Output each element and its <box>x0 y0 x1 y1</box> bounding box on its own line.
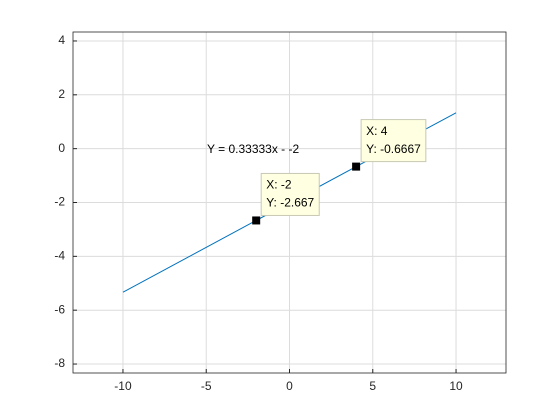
x-tick-label: 0 <box>286 379 293 393</box>
datatip-box <box>260 172 320 216</box>
datatip-box <box>360 119 427 163</box>
datatip-y-label: Y: -0.6667 <box>366 142 421 156</box>
y-tick-label: -8 <box>54 356 65 370</box>
datatip-x-label: X: 4 <box>366 124 388 138</box>
y-tick-label: 2 <box>58 87 65 101</box>
datatip-marker <box>352 162 361 171</box>
annotation: Y = 0.33333x - -2 <box>207 142 300 156</box>
datatip-x-label: X: -2 <box>266 178 292 192</box>
x-tick-label: -5 <box>201 379 212 393</box>
y-tick-label: -2 <box>54 195 65 209</box>
datatip-marker <box>252 216 261 225</box>
y-tick-label: 4 <box>58 33 65 47</box>
y-tick-label: 0 <box>58 141 65 155</box>
x-tick-label: -10 <box>114 379 132 393</box>
grid <box>73 32 506 373</box>
x-tick-label: 10 <box>449 379 463 393</box>
x-tick-label: 5 <box>369 379 376 393</box>
y-tick-label: -6 <box>54 302 65 316</box>
datatip-y-label: Y: -2.667 <box>266 196 314 210</box>
y-tick-label: -4 <box>54 249 65 263</box>
